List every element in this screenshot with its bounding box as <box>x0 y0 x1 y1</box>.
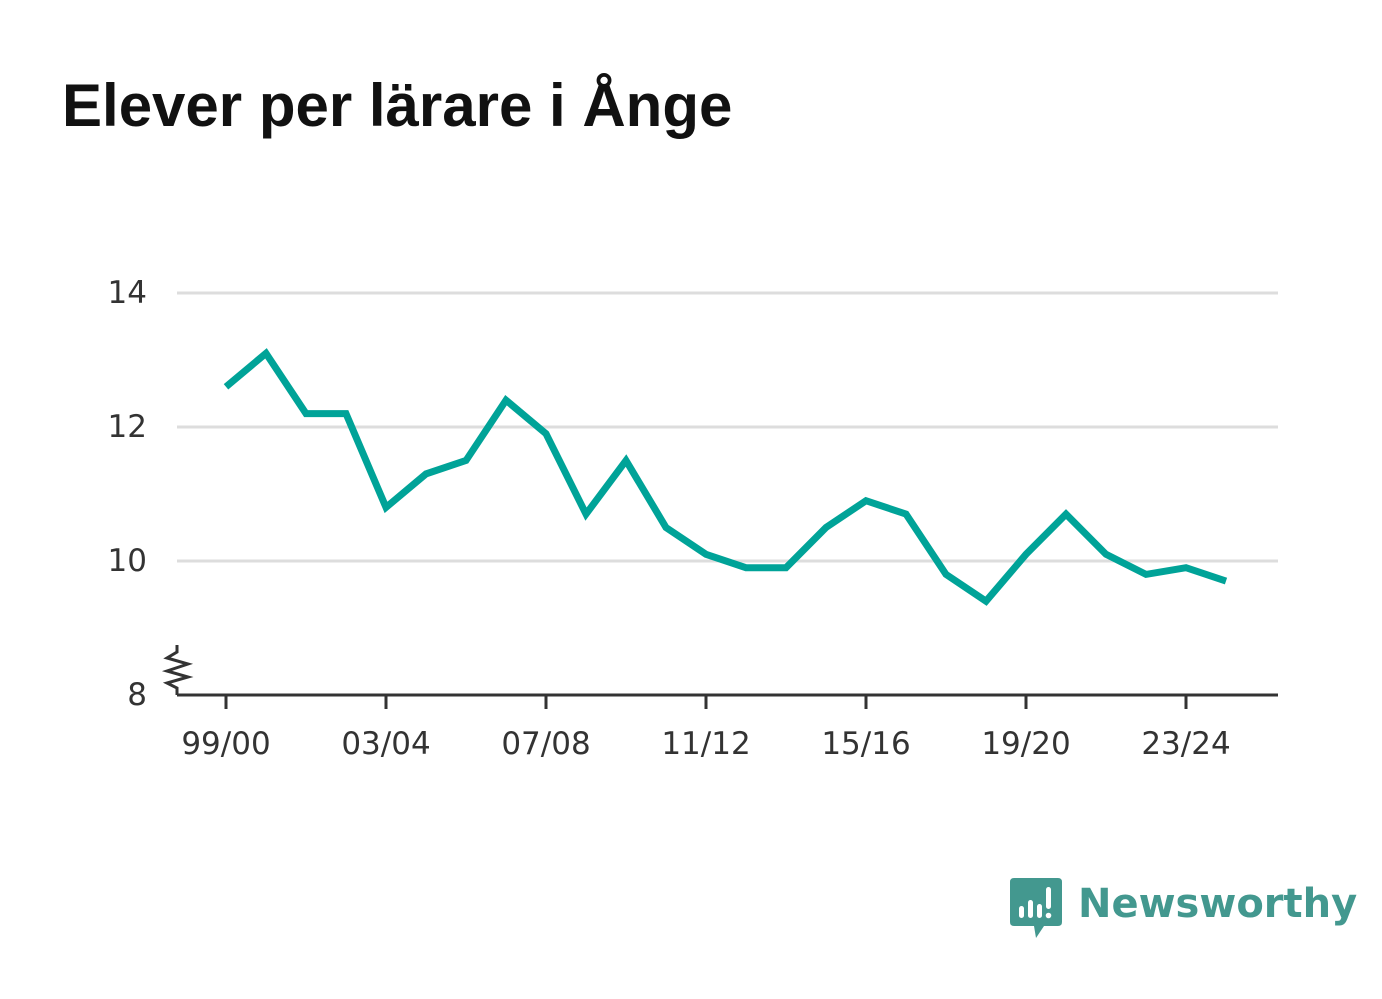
y-tick-label: 14 <box>108 275 147 311</box>
x-tick-label: 07/08 <box>501 726 590 762</box>
gridlines <box>177 291 1278 563</box>
data-point <box>1106 554 1107 555</box>
data-point <box>786 567 787 568</box>
tick-labels: 8 10 12 14 99/00 03/04 07/08 11/12 15/16 19/20 23/… <box>108 275 1231 762</box>
data-point <box>466 460 467 461</box>
y-tick-label: 8 <box>127 677 147 713</box>
newsworthy-logo: Newsworthy <box>1010 878 1357 940</box>
brand-name: Newsworthy <box>1078 881 1358 927</box>
data-point <box>546 433 547 434</box>
data-point <box>506 400 507 401</box>
x-tick-label: 23/24 <box>1141 726 1230 762</box>
data-point <box>1146 574 1147 575</box>
data-point <box>906 514 907 515</box>
data-series <box>223 348 1228 606</box>
data-point <box>706 554 707 555</box>
data-point <box>626 460 627 461</box>
data-point <box>826 527 827 528</box>
y-tick-label: 10 <box>108 543 147 579</box>
data-point <box>1226 581 1227 582</box>
data-point <box>866 500 867 501</box>
data-point <box>306 413 307 414</box>
x-tick-label: 11/12 <box>661 726 750 762</box>
chart-title: Elever per lärare i Ånge <box>62 72 733 139</box>
y-axis-break-marker <box>161 645 194 695</box>
data-point <box>346 413 347 414</box>
data-point <box>746 567 747 568</box>
data-point <box>1026 554 1027 555</box>
x-tick-label: 99/00 <box>181 726 270 762</box>
data-point <box>1186 567 1187 568</box>
axes <box>161 645 1278 709</box>
x-tick-label: 15/16 <box>821 726 910 762</box>
data-point <box>666 527 667 528</box>
data-point <box>586 514 587 515</box>
data-point <box>1066 514 1067 515</box>
data-point <box>226 386 227 387</box>
data-point <box>266 353 267 354</box>
data-point <box>946 574 947 575</box>
series-line <box>223 348 1228 606</box>
x-tick-label: 03/04 <box>341 726 430 762</box>
data-point <box>426 473 427 474</box>
data-point <box>986 601 987 602</box>
y-tick-label: 12 <box>108 409 147 445</box>
bar-chart-speech-bubble-icon <box>1010 878 1062 938</box>
x-tick-label: 19/20 <box>981 726 1070 762</box>
data-point <box>386 507 387 508</box>
